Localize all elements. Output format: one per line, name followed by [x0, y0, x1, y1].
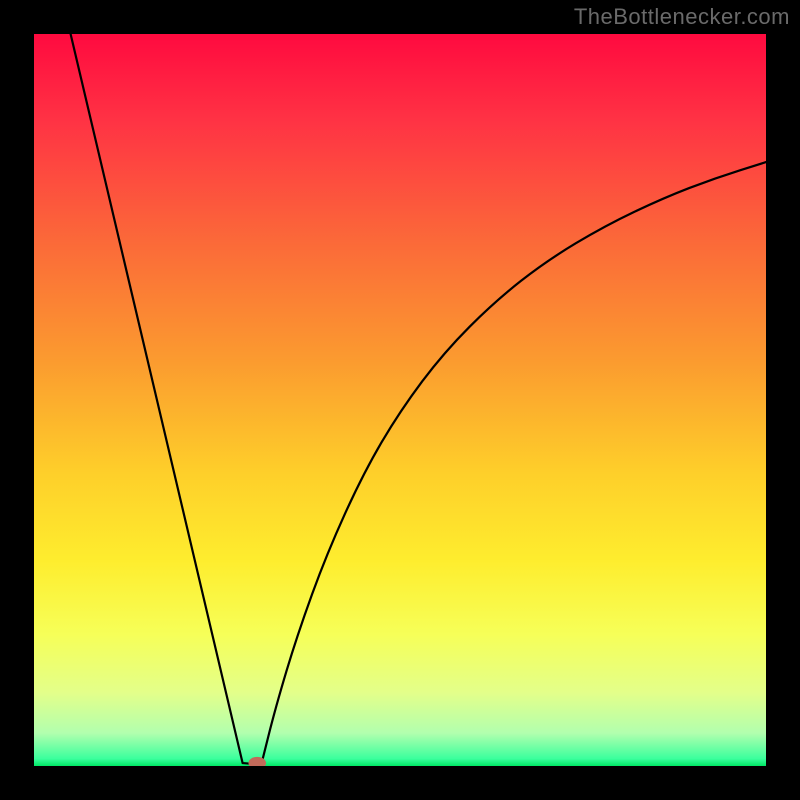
watermark-text: TheBottlenecker.com	[574, 4, 790, 30]
chart-plot-area	[34, 34, 766, 766]
gradient-background	[34, 34, 766, 766]
gradient-chart-svg	[34, 34, 766, 766]
